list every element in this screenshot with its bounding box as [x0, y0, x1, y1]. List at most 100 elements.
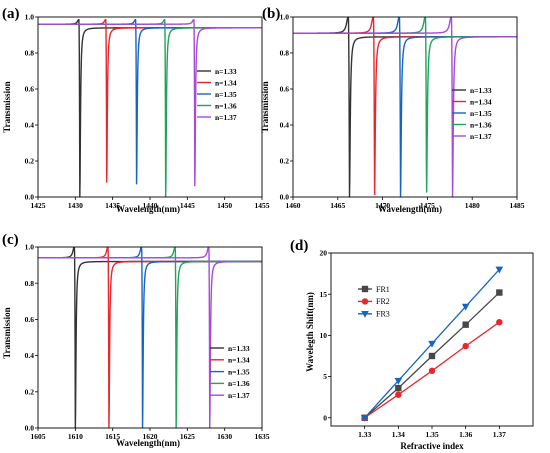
y-tick-label: 0.0 [280, 193, 290, 202]
data-point-FR3-1 [394, 377, 403, 385]
panel-b-xlabel: Wavelength(nm) [378, 204, 442, 214]
y-tick-label: 0.8 [280, 49, 290, 58]
x-tick-label: 1465 [330, 201, 345, 210]
legend-marker [361, 298, 369, 305]
data-point-FR3-0 [360, 414, 369, 422]
panel-b-ylabel: Transmission [260, 81, 270, 132]
series-line-n=1.37 [38, 247, 262, 428]
y-tick-label: 0.2 [25, 157, 35, 166]
panel-d-series [360, 266, 504, 422]
series-line-n=1.36 [38, 247, 262, 428]
plot-frame [292, 16, 518, 198]
legend-label: n=1.36 [470, 120, 492, 129]
legend-label: n=1.34 [470, 97, 492, 106]
y-tick-label: 0.6 [25, 315, 35, 324]
legend-label: n=1.36 [228, 379, 250, 388]
plot-frame [37, 246, 263, 429]
legend-label: n=1.36 [215, 101, 237, 110]
y-tick-label: 0.4 [280, 121, 290, 130]
x-tick-label: 1435 [105, 201, 120, 210]
data-point-FR2-3 [462, 342, 469, 350]
panel-d-legend: FR1 FR2 FR3 [358, 285, 390, 319]
legend-marker [361, 285, 369, 293]
panel-c-series [38, 247, 262, 428]
panel-c-legend: n=1.33 n=1.34 n=1.35 n=1.36 n=1.37 [210, 344, 250, 400]
legend-label: n=1.34 [228, 356, 250, 365]
panel-c-ylabel: Transmission [2, 307, 12, 358]
panel-label-c: (c) [2, 232, 19, 248]
legend-label: n=1.35 [228, 367, 250, 376]
y-tick-label: 0.2 [280, 157, 290, 166]
legend-marker [361, 311, 369, 318]
x-tick-label: 1480 [465, 201, 480, 210]
y-tick-label: 0.4 [25, 121, 35, 130]
panel-d-axes: 1.33 1.34 1.35 1.36 1.37 0 5 10 15 20 [320, 249, 534, 439]
x-tick-label: 1635 [255, 432, 270, 441]
data-point-FR3-2 [428, 340, 436, 348]
panel-d-xlabel: Refractive index [400, 441, 464, 451]
panel-c-xlabel: Wavelength(nm) [116, 438, 180, 448]
x-tick-label: 1430 [68, 201, 83, 210]
x-tick-label: 1625 [180, 432, 195, 441]
legend-label: n=1.35 [470, 109, 492, 118]
panel-label-b: (b) [262, 6, 280, 22]
legend-label: n=1.34 [215, 78, 237, 87]
series-line-n=1.35 [293, 17, 517, 197]
panel-a-xlabel: Wavelength(nm) [116, 204, 180, 214]
data-point-FR2-4 [496, 319, 503, 326]
x-tick-label: 1.37 [493, 430, 506, 439]
series-line-n=1.33 [38, 247, 262, 428]
panel-a-series [38, 19, 262, 197]
series-line-n=1.34 [38, 247, 262, 428]
panel-label-d: (d) [290, 238, 308, 254]
x-tick-label: 1610 [68, 432, 83, 441]
x-tick-label: 1.36 [459, 430, 472, 439]
legend-label: n=1.33 [470, 86, 492, 95]
data-point-FR1-2 [428, 352, 436, 360]
panel-a-ylabel: Transmission [2, 81, 12, 132]
x-tick-label: 1425 [31, 201, 46, 210]
y-tick-label: 0.0 [25, 193, 35, 202]
panel-label-a: (a) [2, 6, 20, 22]
y-tick-label: 0.0 [25, 424, 35, 433]
series-line-n=1.35 [38, 247, 262, 428]
panel-b-legend: n=1.33 n=1.34 n=1.35 n=1.36 n=1.37 [452, 86, 492, 141]
series-line-n=1.37 [293, 17, 517, 197]
x-tick-label: 1620 [143, 432, 158, 441]
x-tick-label: 1460 [286, 201, 301, 210]
x-tick-label: 1615 [105, 432, 120, 441]
x-tick-label: 1455 [255, 201, 270, 210]
legend-label: n=1.35 [215, 90, 237, 99]
panel-b-series [293, 17, 517, 197]
y-tick-label: 0 [323, 413, 327, 422]
y-tick-label: 0.6 [25, 85, 35, 94]
y-tick-label: 20 [320, 249, 328, 258]
y-tick-label: 1.0 [25, 13, 35, 22]
y-tick-label: 1.0 [25, 243, 35, 252]
series-line-n=1.37 [38, 19, 262, 187]
panel-c: (c) 1605 1610 1615 1620 1625 1630 1635 0.0 0.2 0.… [2, 232, 270, 448]
panel-a-axes: 1425 1430 1435 1440 1445 1450 1455 0.0 0.2 0.4 0.6… [25, 13, 270, 210]
y-tick-label: 0.2 [25, 387, 35, 396]
y-tick-label: 0.6 [280, 85, 290, 94]
x-tick-label: 1470 [375, 201, 390, 210]
data-point-FR3-4 [495, 266, 504, 274]
x-tick-label: 1605 [31, 432, 46, 441]
y-tick-label: 5 [323, 372, 327, 381]
panel-b: (b) 1460 1465 1470 1475 1480 1485 0.0 0.2 0.4 0.6… [260, 6, 525, 214]
x-tick-label: 1.33 [358, 430, 371, 439]
x-tick-label: 1.35 [425, 430, 438, 439]
y-tick-label: 0.4 [25, 351, 35, 360]
y-tick-label: 15 [320, 290, 328, 299]
panel-c-axes: 1605 1610 1615 1620 1625 1630 1635 0.0 0.2 0.4 0.6… [25, 243, 270, 441]
data-point-FR3-3 [461, 303, 470, 311]
legend-label: FR1 [376, 285, 390, 294]
legend-label: n=1.33 [215, 67, 237, 76]
y-tick-label: 0.8 [25, 49, 35, 58]
panel-a: (a) 1425 1430 1435 1440 1445 1450 1455 0.0 0.2 0.… [2, 6, 270, 214]
x-tick-label: 1475 [420, 201, 435, 210]
x-tick-label: 1485 [510, 201, 525, 210]
x-tick-label: 1450 [217, 201, 232, 210]
